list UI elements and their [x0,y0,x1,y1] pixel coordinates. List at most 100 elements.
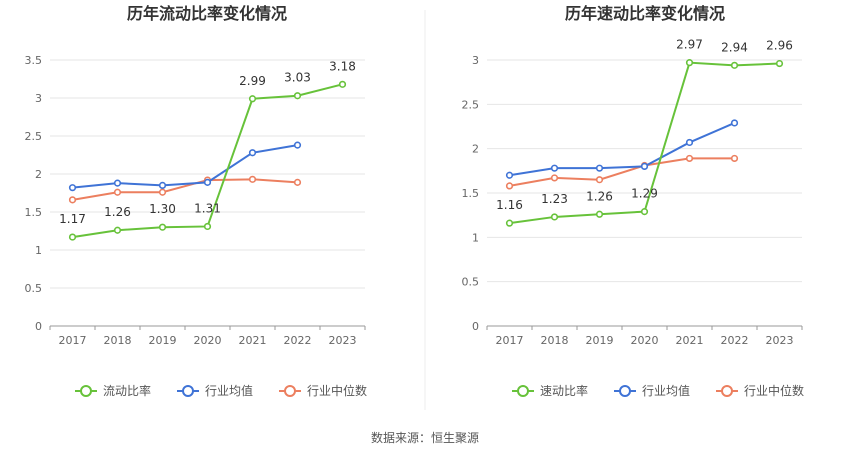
data-point [685,59,694,67]
x-tick-label: 2017 [59,334,87,347]
legend-label: 流动比率 [103,383,151,398]
legend-marker [619,385,631,397]
data-point [293,141,302,149]
data-point [505,182,514,190]
x-tick-label: 2018 [541,334,569,347]
data-point [550,164,559,172]
data-point [505,219,514,227]
legend-label: 行业中位数 [307,383,367,398]
data-point [730,119,739,127]
data-point [505,171,514,179]
x-tick-label: 2021 [239,334,267,347]
data-point [158,181,167,189]
x-tick-label: 2022 [284,334,312,347]
y-tick-label: 1.5 [25,206,43,219]
data-point [158,223,167,231]
data-point [68,184,77,192]
data-label: 1.16 [496,198,523,212]
data-point [338,80,347,88]
data-label: 1.26 [586,189,613,203]
x-tick-label: 2022 [721,334,749,347]
data-point [730,61,739,69]
legend-marker [80,385,92,397]
series-line-2 [509,122,735,177]
x-tick-label: 2021 [676,334,704,347]
data-source: 数据来源：恒生聚源 [371,430,479,445]
data-point [293,92,302,100]
data-label: 3.18 [329,59,356,73]
legend-label: 速动比率 [540,383,588,398]
chart-title: 历年流动比率变化情况 [127,4,287,23]
series-line-2 [72,144,298,189]
legend-label: 行业均值 [642,383,690,398]
y-tick-label: 3.5 [25,54,43,67]
data-point [595,164,604,172]
legend-marker [284,385,296,397]
x-tick-label: 2023 [329,334,357,347]
x-tick-label: 2019 [149,334,177,347]
legend-marker [182,385,194,397]
data-point [113,179,122,187]
y-tick-label: 0 [35,320,42,333]
y-tick-label: 2 [472,143,479,156]
x-tick-label: 2018 [104,334,132,347]
chart-1: 历年流动比率变化情况 0 0.5 1 1.5 2 2.5 3 3.5 2017 2018 2019 20… [25,4,368,398]
series-line-3 [72,178,298,201]
y-tick-label: 0.5 [25,282,43,295]
y-tick-label: 0 [472,320,479,333]
data-point [595,176,604,184]
y-tick-label: 3 [472,54,479,67]
data-point [113,226,122,234]
legend-label: 行业均值 [205,383,253,398]
legend-marker [721,385,733,397]
data-label: 1.30 [149,202,176,216]
data-point [685,154,694,163]
y-tick-label: 2.5 [462,98,480,111]
data-label: 2.94 [721,40,748,54]
data-label: 2.97 [676,38,703,52]
data-label: 1.31 [194,201,221,215]
data-label: 2.96 [766,39,793,53]
data-point [113,188,122,196]
y-tick-label: 1 [35,244,42,257]
y-tick-label: 0.5 [462,276,480,289]
legend-label: 行业中位数 [744,383,804,398]
x-tick-label: 2017 [496,334,524,347]
y-tick-label: 1.5 [462,187,480,200]
data-point [775,59,784,68]
data-label: 1.23 [541,192,568,206]
data-label: 1.17 [59,212,86,226]
data-point [158,188,167,196]
data-label: 1.26 [104,205,131,219]
data-point [550,213,559,221]
data-point [203,178,212,186]
x-tick-label: 2020 [194,334,222,347]
data-point [595,210,604,218]
series-line-3 [509,157,735,187]
y-tick-label: 1 [472,231,479,244]
x-tick-label: 2019 [586,334,614,347]
data-label: 3.03 [284,71,311,85]
x-tick-label: 2023 [766,334,794,347]
data-point [248,95,257,103]
data-point [640,162,649,170]
x-tick-label: 2020 [631,334,659,347]
data-label: 1.29 [631,187,658,201]
y-tick-label: 2.5 [25,130,43,143]
data-point [640,208,649,216]
data-point [685,138,694,147]
data-point [203,222,212,231]
data-point [248,175,257,183]
data-point [68,233,77,241]
data-point [248,149,257,157]
chart-title: 历年速动比率变化情况 [565,4,725,23]
data-point [730,154,739,163]
data-point [68,196,77,204]
data-label: 2.99 [239,74,266,88]
chart-2: 历年速动比率变化情况 0 0.5 1 1.5 2 2.5 3 2017 2018 2019 2020 2… [462,4,805,398]
y-tick-label: 2 [35,168,42,181]
y-tick-label: 3 [35,92,42,105]
legend-marker [517,385,529,397]
